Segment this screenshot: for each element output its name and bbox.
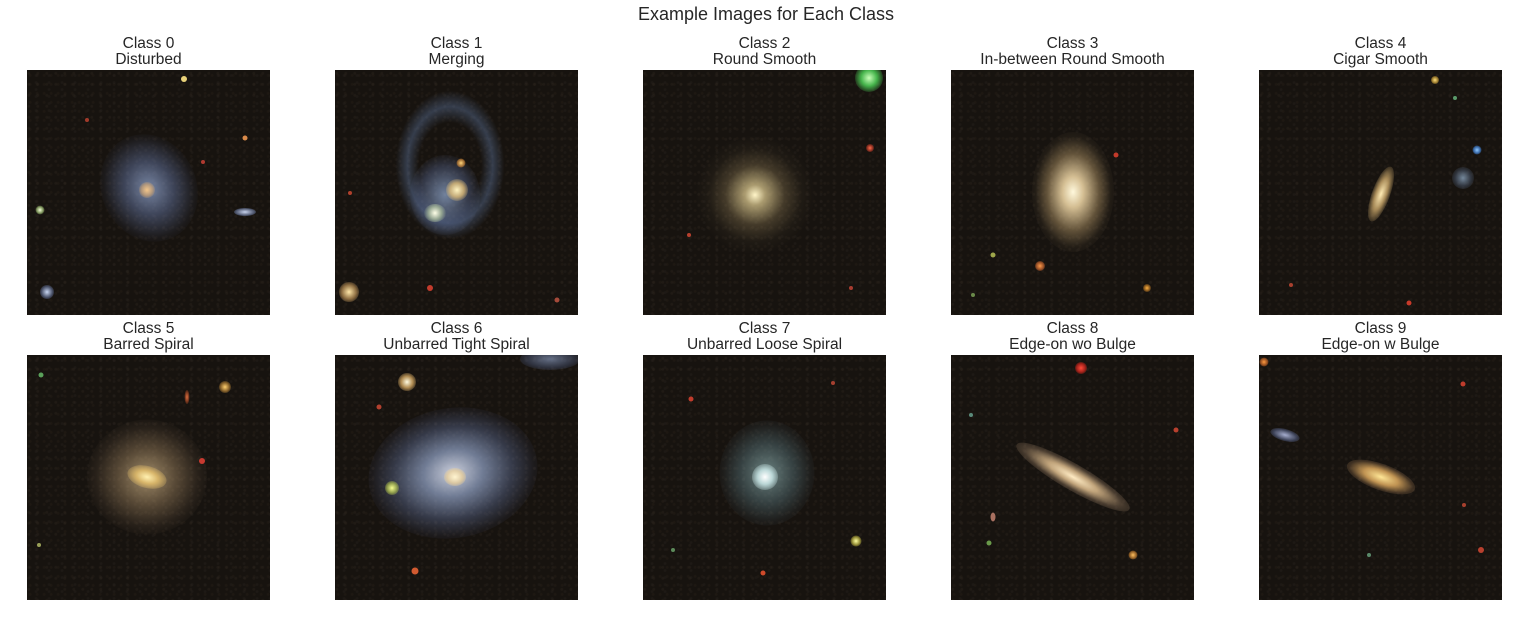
galaxy-image [951, 70, 1194, 315]
galaxy-image [27, 355, 270, 600]
class-name: Round Smooth [712, 51, 817, 68]
class-name: Unbarred Tight Spiral [383, 336, 530, 353]
class-name: Edge-on w Bulge [1321, 336, 1440, 353]
panel-class-1: Class 1 Merging [335, 36, 578, 315]
class-label: Class 5 [122, 320, 175, 337]
panel-class-4: Class 4 Cigar Smooth [1259, 36, 1502, 315]
class-label: Class 2 [738, 35, 791, 52]
panel-class-2: Class 2 Round Smooth [643, 36, 886, 315]
panel-caption: Class 1 Merging [335, 36, 578, 70]
panel-caption: Class 0 Disturbed [27, 36, 270, 70]
panel-class-3: Class 3 In-between Round Smooth [951, 36, 1194, 315]
class-label: Class 0 [122, 35, 175, 52]
class-label: Class 3 [1046, 35, 1099, 52]
panel-class-7: Class 7 Unbarred Loose Spiral [643, 321, 886, 600]
class-name: Unbarred Loose Spiral [686, 336, 843, 353]
panel-class-0: Class 0 Disturbed [27, 36, 270, 315]
panel-caption: Class 6 Unbarred Tight Spiral [335, 321, 578, 355]
class-label: Class 6 [430, 320, 483, 337]
panel-class-8: Class 8 Edge-on wo Bulge [951, 321, 1194, 600]
panel-caption: Class 9 Edge-on w Bulge [1259, 321, 1502, 355]
galaxy-image [643, 70, 886, 315]
class-name: Edge-on wo Bulge [1009, 336, 1136, 353]
class-label: Class 7 [738, 320, 791, 337]
panel-class-5: Class 5 Barred Spiral [27, 321, 270, 600]
class-name: Merging [428, 51, 485, 68]
galaxy-image [27, 70, 270, 315]
panel-caption: Class 3 In-between Round Smooth [951, 36, 1194, 70]
class-label: Class 8 [1046, 320, 1099, 337]
panel-class-6: Class 6 Unbarred Tight Spiral [335, 321, 578, 600]
panel-class-9: Class 9 Edge-on w Bulge [1259, 321, 1502, 600]
galaxy-image [951, 355, 1194, 600]
panel-caption: Class 7 Unbarred Loose Spiral [643, 321, 886, 355]
class-label: Class 9 [1354, 320, 1407, 337]
figure-title: Example Images for Each Class [637, 4, 895, 24]
galaxy-image [1259, 355, 1502, 600]
class-label: Class 1 [430, 35, 483, 52]
class-name: Cigar Smooth [1333, 51, 1428, 68]
galaxy-image [335, 355, 578, 600]
panel-caption: Class 4 Cigar Smooth [1259, 36, 1502, 70]
galaxy-image [643, 355, 886, 600]
class-name: Barred Spiral [103, 336, 194, 353]
class-name: In-between Round Smooth [980, 51, 1165, 68]
class-name: Disturbed [115, 51, 182, 68]
panel-caption: Class 8 Edge-on wo Bulge [951, 321, 1194, 355]
galaxy-image [335, 70, 578, 315]
galaxy-image [1259, 70, 1502, 315]
panel-caption: Class 5 Barred Spiral [27, 321, 270, 355]
panel-caption: Class 2 Round Smooth [643, 36, 886, 70]
class-label: Class 4 [1354, 35, 1407, 52]
